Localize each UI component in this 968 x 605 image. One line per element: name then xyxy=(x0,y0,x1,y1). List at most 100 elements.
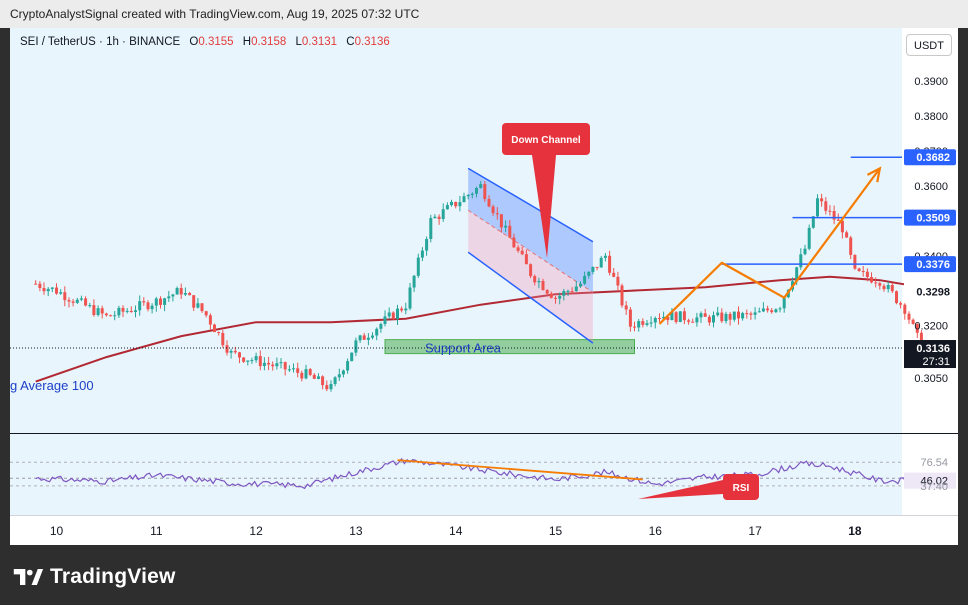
candle-body-85 xyxy=(387,312,391,317)
attribution-text: CryptoAnalystSignal created with Trading… xyxy=(10,7,420,21)
candle-body-91 xyxy=(412,275,416,288)
candle-body-133 xyxy=(587,271,591,276)
candle-body-84 xyxy=(383,316,387,324)
candle-body-139 xyxy=(612,272,616,277)
candle-body-199 xyxy=(861,271,865,272)
candle-body-42 xyxy=(208,315,212,325)
candle-body-137 xyxy=(603,255,607,258)
candle-body-149 xyxy=(653,318,657,323)
candle-body-136 xyxy=(599,257,603,268)
high-label: H xyxy=(242,36,252,48)
candle-body-95 xyxy=(429,218,433,239)
candle-body-129 xyxy=(570,291,574,293)
rsi-line xyxy=(35,457,921,490)
candle-body-117 xyxy=(520,250,524,255)
candle-body-18 xyxy=(109,315,113,317)
candle-body-47 xyxy=(229,350,233,353)
candle-body-209 xyxy=(903,304,907,314)
candle-body-126 xyxy=(558,295,562,299)
candle-body-20 xyxy=(117,307,121,316)
moving-average-label: g Average 100 xyxy=(10,378,94,393)
price-badge-0: 0.3682 xyxy=(916,152,950,164)
candle-body-2 xyxy=(42,288,46,292)
candle-body-210 xyxy=(907,313,911,320)
candle-body-101 xyxy=(454,201,458,207)
down-channel-label: Down Channel xyxy=(511,135,581,146)
candle-body-30 xyxy=(159,298,162,305)
low-label: L xyxy=(295,36,302,48)
time-tick-0: 10 xyxy=(50,524,64,538)
candle-body-36 xyxy=(183,293,187,295)
candle-body-200 xyxy=(865,271,869,277)
candle-body-202 xyxy=(874,282,878,284)
candle-body-4 xyxy=(50,287,54,289)
candle-body-15 xyxy=(96,308,100,315)
candle-body-186 xyxy=(807,227,811,249)
candle-body-127 xyxy=(562,291,566,296)
candle-body-178 xyxy=(774,309,778,313)
candle-body-96 xyxy=(433,216,437,219)
candle-body-98 xyxy=(441,209,445,219)
candle-body-176 xyxy=(766,308,770,311)
time-tick-2: 12 xyxy=(249,524,263,538)
price-tick-1: 0.3800 xyxy=(914,111,948,123)
candle-body-60 xyxy=(283,362,287,370)
candle-body-10 xyxy=(75,299,79,303)
tradingview-brand: TradingView xyxy=(50,565,176,588)
candle-body-86 xyxy=(391,312,395,319)
candle-body-41 xyxy=(204,311,208,316)
candle-body-68 xyxy=(317,376,320,379)
candle-body-52 xyxy=(250,360,254,362)
candle-body-61 xyxy=(287,369,291,371)
candle-body-28 xyxy=(150,305,154,310)
candle-body-198 xyxy=(857,268,861,271)
candle-body-118 xyxy=(524,254,528,265)
candle-body-109 xyxy=(487,199,491,207)
candle-body-57 xyxy=(271,364,275,367)
close-label: C xyxy=(346,36,355,48)
candle-body-157 xyxy=(687,320,691,322)
candle-body-172 xyxy=(749,313,753,315)
candle-body-23 xyxy=(129,310,133,312)
time-tick-1: 11 xyxy=(150,524,163,538)
candle-body-89 xyxy=(404,308,408,311)
candle-body-53 xyxy=(254,356,258,361)
tradingview-logo-icon xyxy=(13,569,44,585)
candle-body-134 xyxy=(591,266,595,272)
candle-body-72 xyxy=(333,377,337,384)
candle-body-111 xyxy=(495,213,499,215)
candle-body-34 xyxy=(175,288,179,295)
currency-button[interactable]: USDT xyxy=(906,34,952,56)
chart-frame[interactable]: Support Area g Average 100 Down Channel RSI… xyxy=(10,28,958,545)
price-badge-bg-1 xyxy=(904,209,956,226)
candle-body-55 xyxy=(262,362,266,366)
symbol-name[interactable]: SEI / TetherUS · 1h · BINANCE xyxy=(20,36,181,48)
candle-body-24 xyxy=(134,310,137,312)
candle-body-73 xyxy=(337,374,341,378)
candle-body-63 xyxy=(296,368,300,373)
candle-body-146 xyxy=(641,321,645,325)
candle-body-151 xyxy=(662,316,666,319)
candle-body-179 xyxy=(778,308,782,310)
candle-body-191 xyxy=(828,210,832,212)
candle-body-94 xyxy=(425,239,429,251)
candle-body-66 xyxy=(308,369,312,375)
candle-body-25 xyxy=(138,301,142,311)
candle-body-162 xyxy=(707,316,711,323)
candle-body-6 xyxy=(59,292,63,294)
candle-body-171 xyxy=(745,313,749,315)
candle-body-166 xyxy=(724,313,728,322)
candle-body-26 xyxy=(142,301,146,303)
price-tick-6: 0.3050 xyxy=(914,373,948,385)
candle-body-170 xyxy=(741,313,745,319)
price-badge-bg-4 xyxy=(904,283,956,300)
candle-body-77 xyxy=(354,340,358,353)
candle-body-49 xyxy=(238,352,241,358)
candle-body-107 xyxy=(479,184,483,188)
candle-body-180 xyxy=(782,297,786,309)
candle-body-100 xyxy=(450,201,453,206)
candle-body-5 xyxy=(55,287,58,294)
tradingview-footer: TradingView xyxy=(12,562,176,592)
candle-body-46 xyxy=(225,345,229,353)
